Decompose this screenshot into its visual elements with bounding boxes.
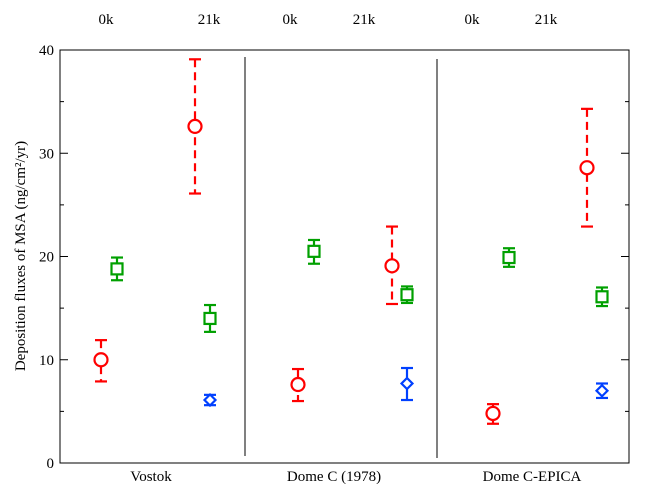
plot-frame — [59, 49, 630, 464]
period-label: 21k — [198, 12, 221, 28]
square-marker — [400, 288, 414, 302]
circle-marker — [187, 118, 203, 135]
period-label: 0k — [283, 12, 299, 28]
circle-marker — [579, 160, 595, 176]
circle-marker — [485, 405, 501, 422]
period-label: 0k — [465, 12, 481, 28]
top-period-labels: 0k 21k 0k 21k 0k 21k — [99, 12, 558, 28]
y-tick-label: 40 — [39, 43, 54, 59]
y-axis-ticks: 0 10 20 30 40 — [39, 43, 629, 472]
group-label: Vostok — [130, 469, 172, 484]
circle-marker — [384, 258, 400, 274]
diamond-marker — [202, 392, 218, 408]
data-marks — [93, 58, 610, 425]
y-tick-label: 30 — [39, 146, 54, 162]
y-tick-label: 20 — [39, 250, 54, 266]
circle-marker — [290, 376, 306, 393]
square-marker — [110, 262, 124, 276]
period-label: 21k — [353, 12, 376, 28]
y-tick-label: 10 — [39, 353, 54, 369]
group-label: Dome C-EPICA — [483, 469, 582, 484]
diamond-marker — [399, 376, 415, 391]
square-marker — [502, 250, 516, 265]
square-marker — [595, 290, 609, 304]
y-tick-label: 0 — [47, 456, 55, 472]
circle-marker — [93, 352, 109, 368]
period-label: 21k — [535, 12, 558, 28]
group-label: Dome C (1978) — [287, 469, 381, 484]
square-marker — [307, 244, 321, 258]
y-axis-label: Deposition fluxes of MSA (ng/cm²/yr) — [13, 141, 29, 371]
group-labels: Vostok Dome C (1978) Dome C-EPICA — [130, 469, 581, 484]
period-label: 0k — [99, 12, 115, 28]
diamond-marker — [594, 383, 610, 398]
square-marker — [203, 311, 217, 326]
